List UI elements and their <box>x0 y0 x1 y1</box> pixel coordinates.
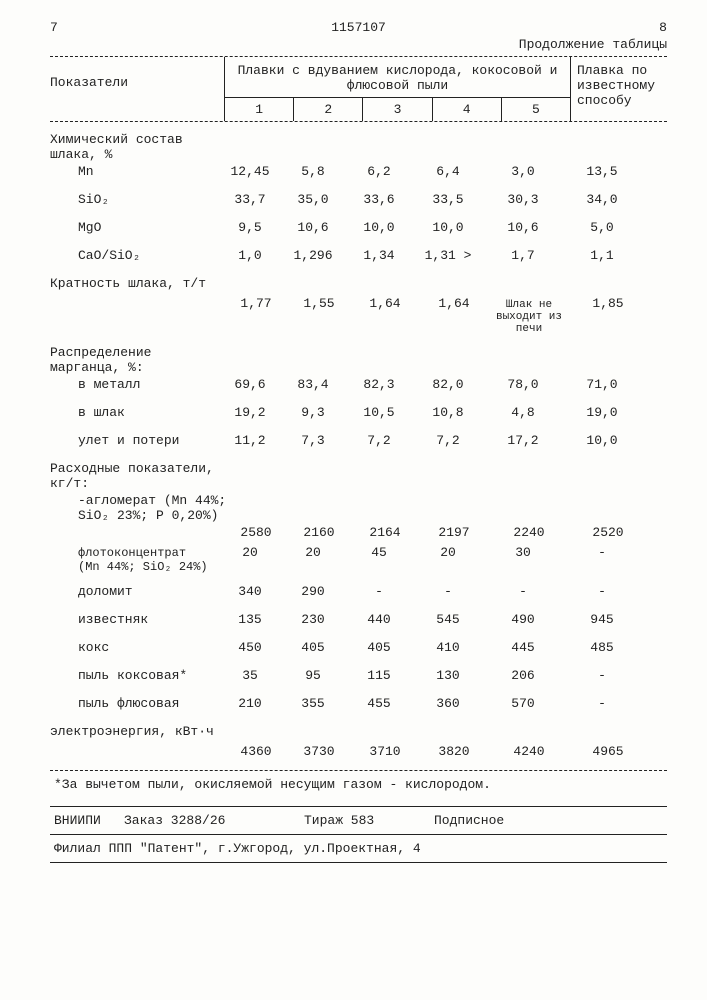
table-continuation: Продолжение таблицы <box>50 37 667 52</box>
row-slag: в шлак19,29,310,510,84,819,0 <box>50 405 667 423</box>
col-2: 2 <box>294 98 363 121</box>
subscription: Подписное <box>434 813 663 828</box>
section-mn-dist-title: Распределение марганца, %: <box>50 345 226 375</box>
table-body: Химический состав шлака, % Mn12,455,86,2… <box>50 122 667 770</box>
row-mgo: MgO9,510,610,010,010,65,0 <box>50 220 667 238</box>
row-dolomite: доломит340290---- <box>50 584 667 602</box>
row-metal: в металл69,683,482,382,078,071,0 <box>50 377 667 395</box>
col-5: 5 <box>502 98 570 121</box>
section-elec-title: электроэнергия, кВт·ч <box>50 724 226 739</box>
page-left: 7 <box>50 20 254 35</box>
row-flux-dust: пыль флюсовая210355455360570- <box>50 696 667 714</box>
imprint-line-2: Филиал ППП "Патент", г.Ужгород, ул.Проек… <box>50 835 667 863</box>
header-indicators: Показатели <box>50 57 225 121</box>
row-limestone: известняк135230440545490945 <box>50 612 667 630</box>
table-header: Показатели Плавки с вдуванием кислорода,… <box>50 56 667 122</box>
row-sio2: SiO₂33,735,033,633,530,334,0 <box>50 192 667 210</box>
col-1: 1 <box>225 98 294 121</box>
imprint-line-1: ВНИИПИ Заказ 3288/26 Тираж 583 Подписное <box>50 806 667 835</box>
row-mn: Mn12,455,86,26,43,013,5 <box>50 164 667 182</box>
row-krat: 1,771,551,641,64Шлак не выходит из печи1… <box>50 296 667 335</box>
slag-note: Шлак не выходит из печи <box>490 299 568 335</box>
header-known-method: Плавка по известному способу <box>571 57 667 121</box>
section-chem-title: Химический состав шлака, % <box>50 132 226 162</box>
header-col-numbers: 1 2 3 4 5 <box>225 98 570 121</box>
row-coke-dust: пыль коксовая*3595115130206- <box>50 668 667 686</box>
page-right: 8 <box>463 20 667 35</box>
publisher: ВНИИПИ <box>54 813 124 828</box>
col-3: 3 <box>363 98 432 121</box>
header-mid-title: Плавки с вдуванием кислорода, кокосовой … <box>225 57 570 98</box>
row-elec: 436037303710382042404965 <box>50 744 667 762</box>
doc-number: 1157107 <box>257 20 461 35</box>
footnote: *За вычетом пыли, окисляемой несущим газ… <box>50 777 667 792</box>
row-coke: кокс450405405410445485 <box>50 640 667 658</box>
section-krat-title: Кратность шлака, т/т <box>50 276 226 291</box>
row-flot: флотоконцентрат (Mn 44%; SiO₂ 24%)202045… <box>50 545 667 574</box>
col-4: 4 <box>433 98 502 121</box>
aglo-label: -агломерат (Mn 44%; SiO₂ 23%; P 0,20%) <box>50 493 240 523</box>
section-consum-title: Расходные показатели, кг/т: <box>50 461 226 491</box>
page-numbers: 7 1157107 8 <box>50 20 667 35</box>
row-aglo: 258021602164219722402520 <box>50 525 667 543</box>
row-loss: улет и потери11,27,37,27,217,210,0 <box>50 433 667 451</box>
order-number: Заказ 3288/26 <box>124 813 304 828</box>
print-run: Тираж 583 <box>304 813 434 828</box>
row-cao: CaO/SiO₂1,01,2961,341,31 >1,71,1 <box>50 248 667 266</box>
